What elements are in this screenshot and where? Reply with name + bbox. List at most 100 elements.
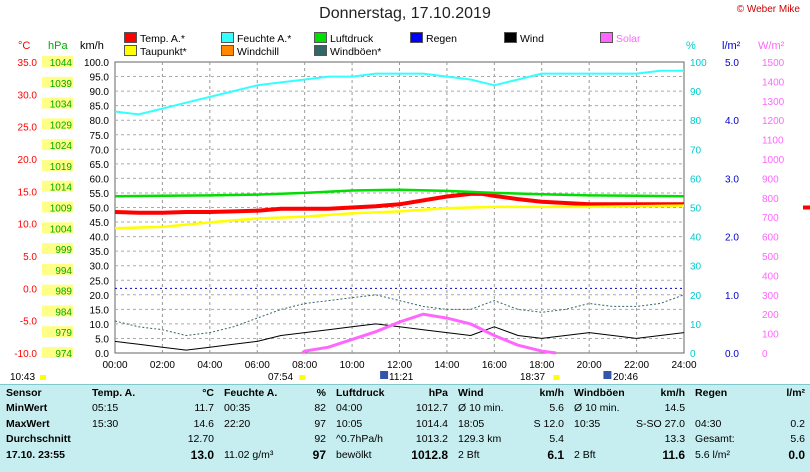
tick-label-bg	[42, 326, 73, 338]
y-tick-label-kmh: 85.0	[90, 102, 110, 113]
y-tick-label-kmh: 20.0	[90, 291, 110, 302]
stats-cell: 11.7	[194, 402, 214, 415]
y-tick-label-kmh: 15.0	[90, 305, 110, 316]
y-tick-label-solar: 800	[762, 194, 779, 205]
stats-header: Temp. A.	[92, 386, 136, 399]
tick-label-bg	[42, 118, 73, 130]
y-tick-label-celsius: -10.0	[14, 349, 37, 360]
stats-header: km/h	[539, 386, 564, 399]
stats-cell: 1012.8	[411, 447, 448, 462]
y-tick-label-solar: 1500	[762, 58, 785, 69]
weather-chart: 00:00 02:00 04:00 06:00 08:00 10:00 12:00 14:00…	[14, 56, 810, 380]
y-tick-label-kmh: 65.0	[90, 160, 110, 171]
y-tick-label-kmh: 70.0	[90, 145, 110, 156]
y-tick-label-percent: 10	[690, 320, 702, 331]
y-tick-label-percent: 30	[690, 262, 702, 273]
y-tick-label-hpa: 1034	[50, 100, 73, 111]
series-line-solar	[301, 312, 557, 355]
axis-header-rain: l/m²	[722, 40, 741, 52]
series-line-taupunkt	[114, 204, 685, 230]
y-tick-label-kmh: 80.0	[90, 116, 110, 127]
y-tick-label-solar: 1200	[762, 116, 785, 127]
y-tick-label-kmh: 90.0	[90, 87, 110, 98]
stats-cell: 6.1	[547, 447, 564, 462]
tick-label-bg	[42, 139, 73, 151]
stats-cell: S-SO 27.0	[636, 417, 686, 430]
stats-cell: 10:05	[336, 417, 363, 430]
tick-label-bg	[42, 347, 73, 358]
y-tick-label-solar: 600	[762, 233, 779, 244]
x-tick-label: 10:00	[340, 360, 365, 371]
y-tick-label-kmh: 100.0	[84, 58, 109, 69]
y-tick-label-percent: 60	[690, 174, 702, 185]
legend-swatch	[314, 32, 327, 43]
y-tick-label-hpa: 1044	[50, 58, 73, 69]
sunrise-marker	[299, 375, 306, 380]
stats-cell: 18:05	[458, 417, 485, 430]
x-tick-label: 16:00	[482, 360, 507, 371]
legend-item-solar: Solar	[600, 32, 641, 45]
legend-swatch	[504, 32, 517, 43]
y-tick-label-percent: 40	[690, 233, 702, 244]
y-tick-label-hpa: 994	[55, 266, 72, 277]
y-tick-label-kmh: 95.0	[90, 73, 110, 84]
stats-cell: 5.6	[790, 433, 806, 446]
tick-label-bg	[42, 180, 73, 192]
stats-row-avg: Durchschnitt 12.70 92 ^0.7hPa/h 1013.2 1…	[0, 432, 807, 448]
stats-cell: 00:35	[224, 402, 251, 415]
stats-header: °C	[202, 386, 214, 399]
stats-row-min: MinWert 05:15 11.7 00:35 82 04:00 1012.7…	[0, 401, 807, 417]
stats-cell: 1013.2	[415, 433, 448, 446]
x-tick-label: 18:00	[529, 360, 554, 371]
stats-cell: 04:00	[336, 402, 363, 415]
stats-table: Sensor Temp. A. °C Feuchte A. % Luftdruc…	[0, 385, 807, 463]
y-tick-label-solar: 900	[762, 174, 779, 185]
tick-label-bg	[42, 56, 73, 67]
stats-cell: 11.6	[662, 447, 686, 462]
x-tick-label: 06:00	[245, 360, 270, 371]
y-tick-label-hpa: 1024	[50, 141, 73, 152]
copyright: © Weber Mike	[736, 4, 800, 15]
y-tick-label-solar: 100	[762, 330, 779, 341]
legend-swatch	[221, 32, 234, 43]
y-tick-label-solar: 1300	[762, 97, 785, 108]
tick-label-bg	[42, 263, 73, 275]
moonrise-marker	[380, 371, 389, 379]
series-line-wind	[114, 323, 685, 351]
stats-header: Wind	[458, 386, 484, 399]
stats-cell: Ø 10 min.	[458, 402, 504, 415]
axis-header-kmh: km/h	[80, 40, 104, 52]
y-tick-label-hpa: 984	[55, 307, 72, 318]
y-tick-label-hpa: 1039	[50, 79, 73, 90]
axis-header-percent: %	[686, 40, 696, 52]
y-tick-label-hpa: 999	[55, 245, 72, 256]
stats-cell: 92	[314, 433, 326, 446]
stats-cell: 97	[314, 417, 326, 430]
first-time-label: 10:43	[10, 372, 36, 383]
x-tick-label: 22:00	[624, 360, 649, 371]
legend-item-pressure: Luftdruck	[314, 32, 373, 45]
y-tick-label-celsius: 20.0	[18, 155, 38, 166]
x-tick-label: 04:00	[197, 360, 222, 371]
x-tick-label: 12:00	[387, 360, 412, 371]
stats-panel: Sensor Temp. A. °C Feuchte A. % Luftdruc…	[0, 384, 810, 472]
y-tick-label-solar: 1000	[762, 155, 785, 166]
y-tick-label-solar: 1400	[762, 77, 785, 88]
stats-cell: bewölkt	[336, 448, 372, 461]
x-tick-label: 00:00	[102, 360, 127, 371]
x-tick-label: 02:00	[150, 360, 175, 371]
y-tick-label-celsius: 25.0	[18, 123, 38, 134]
stats-cell: 1012.7	[415, 402, 448, 415]
legend-label: Windchill	[237, 46, 280, 58]
stats-row-label: MinWert	[6, 402, 48, 415]
x-tick-label: 14:00	[434, 360, 459, 371]
legend-swatch	[124, 45, 137, 56]
legend-label: Wind	[520, 33, 544, 45]
legend-label: Solar	[616, 33, 641, 45]
stats-cell	[755, 401, 807, 417]
moonset-marker	[603, 371, 612, 379]
stats-cell: ^0.7hPa/h	[336, 433, 383, 446]
tick-label-bg	[42, 243, 73, 255]
stats-cell: 14.6	[193, 417, 214, 430]
legend-label: Taupunkt*	[140, 46, 187, 58]
